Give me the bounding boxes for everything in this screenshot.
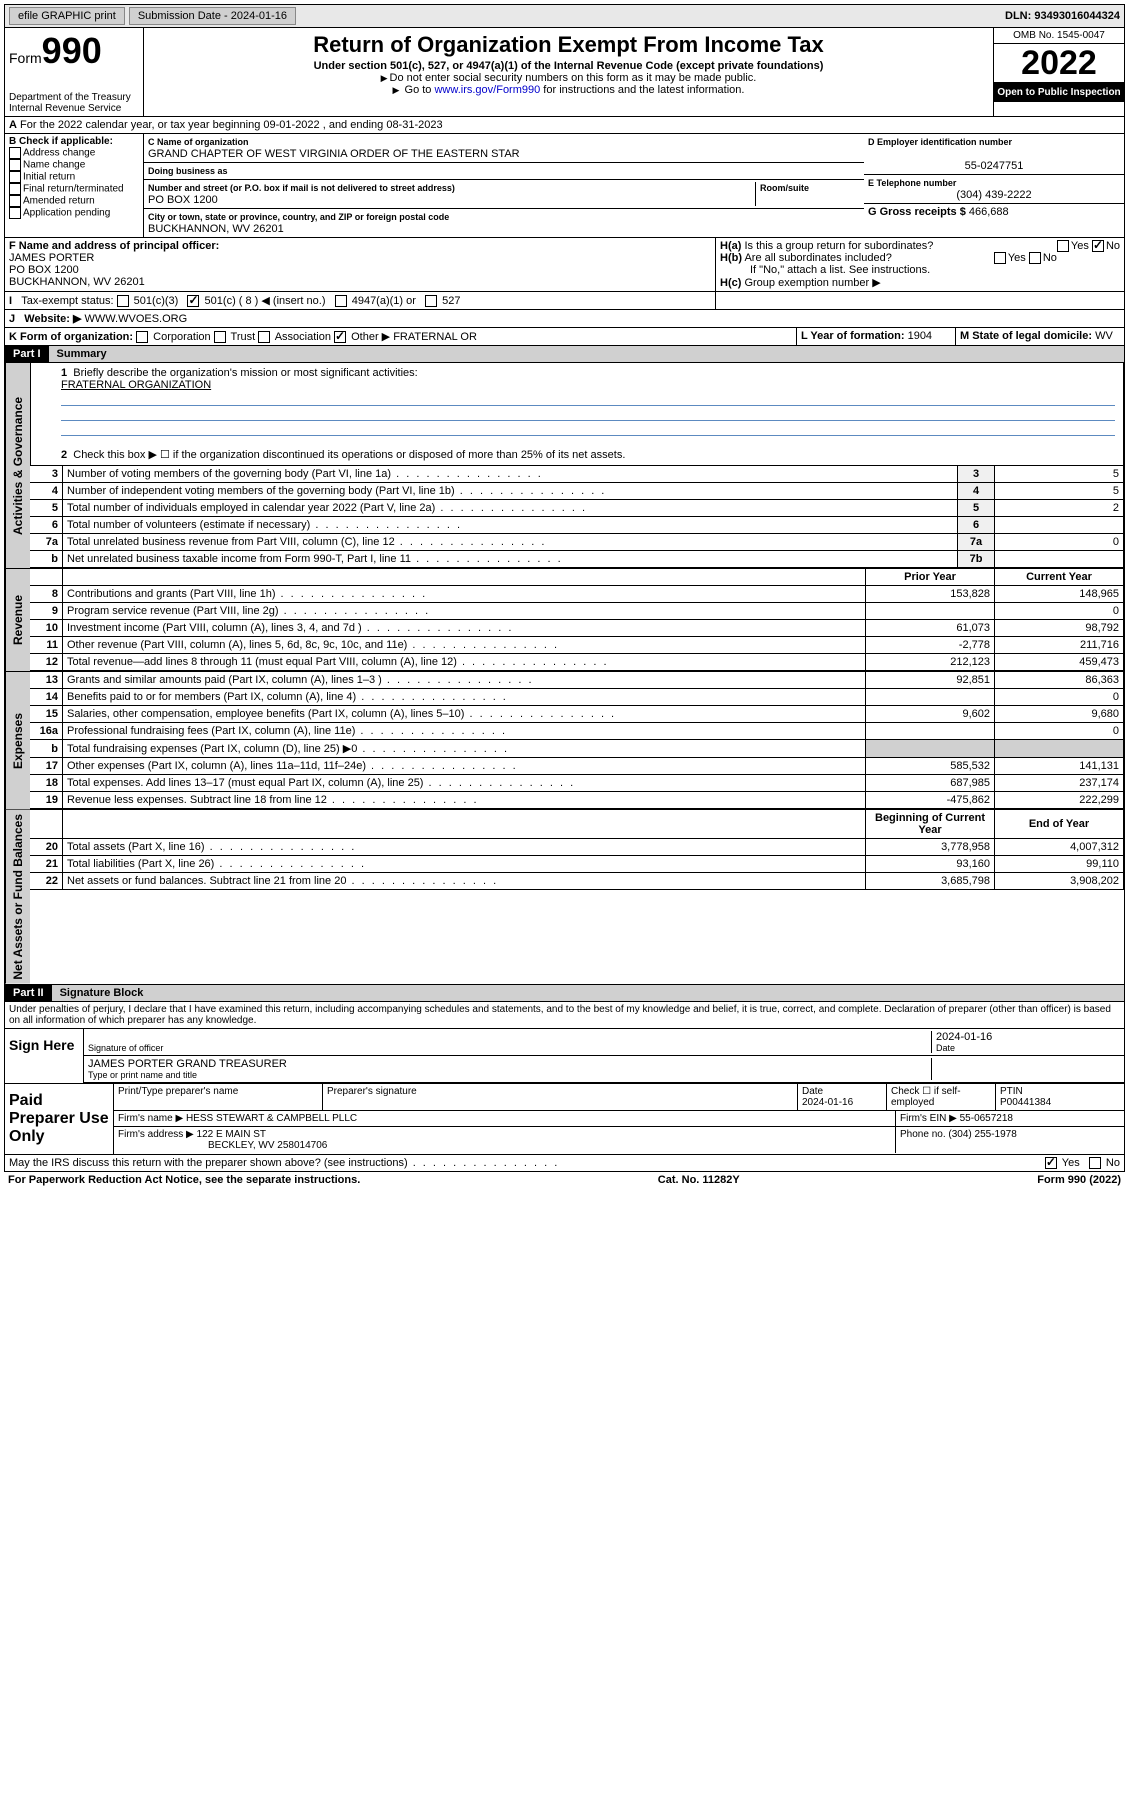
- part2-header: Part II Signature Block: [4, 985, 1125, 1002]
- governance-table: 3Number of voting members of the governi…: [30, 466, 1124, 568]
- form-title: Return of Organization Exempt From Incom…: [150, 32, 987, 58]
- section-k: K Form of organization: Corporation Trus…: [5, 328, 797, 345]
- revenue-table: Prior YearCurrent Year8Contributions and…: [30, 569, 1124, 671]
- efile-button[interactable]: efile GRAPHIC print: [9, 7, 125, 25]
- expenses-section: Expenses 13Grants and similar amounts pa…: [4, 672, 1125, 810]
- irs-label: Internal Revenue Service: [9, 103, 139, 114]
- ein: 55-0247751: [868, 160, 1120, 172]
- name-title-field: JAMES PORTER GRAND TREASURER Type or pri…: [88, 1058, 932, 1080]
- top-bar: efile GRAPHIC print Submission Date - 20…: [4, 4, 1125, 28]
- prep-name: Print/Type preparer's name: [114, 1084, 323, 1110]
- dln-label: DLN: 93493016044324: [1005, 10, 1120, 22]
- prep-sig: Preparer's signature: [323, 1084, 798, 1110]
- section-b: B Check if applicable: Address change Na…: [5, 134, 144, 237]
- irs-link[interactable]: www.irs.gov/Form990: [434, 84, 540, 96]
- submission-date-button[interactable]: Submission Date - 2024-01-16: [129, 7, 296, 25]
- paid-preparer-label: Paid Preparer Use Only: [5, 1084, 114, 1154]
- section-i: I Tax-exempt status: 501(c)(3) 501(c) ( …: [4, 292, 1125, 310]
- form-subtitle: Under section 501(c), 527, or 4947(a)(1)…: [150, 60, 987, 72]
- section-fh: F Name and address of principal officer:…: [4, 238, 1125, 292]
- firm-name: Firm's name ▶ HESS STEWART & CAMPBELL PL…: [114, 1111, 896, 1126]
- cb-final-return[interactable]: Final return/terminated: [9, 183, 139, 195]
- revenue-section: Revenue Prior YearCurrent Year8Contribut…: [4, 569, 1125, 672]
- section-j: J Website: ▶ WWW.WVOES.ORG: [4, 310, 1125, 328]
- open-to-public: Open to Public Inspection: [994, 83, 1124, 102]
- page-footer: For Paperwork Reduction Act Notice, see …: [4, 1172, 1125, 1188]
- netassets-label: Net Assets or Fund Balances: [5, 810, 30, 984]
- part1-header: Part I Summary: [4, 346, 1125, 363]
- website[interactable]: WWW.WVOES.ORG: [85, 313, 188, 325]
- irs-discuss-yn[interactable]: Yes No: [1045, 1157, 1120, 1169]
- cb-name-change[interactable]: Name change: [9, 159, 139, 171]
- prep-self-emp[interactable]: Check ☐ if self-employed: [887, 1084, 996, 1110]
- governance-label: Activities & Governance: [5, 363, 30, 568]
- section-h: H(a) Is this a group return for subordin…: [716, 238, 1124, 291]
- sig-officer-field[interactable]: Signature of officer: [88, 1031, 932, 1053]
- section-m: M State of legal domicile: WV: [956, 328, 1124, 345]
- governance-section: Activities & Governance 1 Briefly descri…: [4, 363, 1125, 569]
- firm-ein: Firm's EIN ▶ 55-0657218: [896, 1111, 1124, 1126]
- note-ssn: Do not enter social security numbers on …: [150, 72, 987, 84]
- firm-address: Firm's address ▶ 122 E MAIN ST BECKLEY, …: [114, 1127, 896, 1153]
- prep-date: Date 2024-01-16: [798, 1084, 887, 1110]
- dept-label: Department of the Treasury: [9, 92, 139, 103]
- expenses-label: Expenses: [5, 672, 30, 809]
- section-l: L Year of formation: 1904: [797, 328, 956, 345]
- ptin: PTIN P00441384: [996, 1084, 1124, 1110]
- netassets-table: Beginning of Current YearEnd of Year20To…: [30, 810, 1124, 890]
- sign-here-block: Sign Here Signature of officer 2024-01-1…: [4, 1029, 1125, 1084]
- officer-name: JAMES PORTER: [9, 252, 94, 264]
- org-name: GRAND CHAPTER OF WEST VIRGINIA ORDER OF …: [148, 148, 520, 160]
- form-header: Form990 Department of the Treasury Inter…: [4, 28, 1125, 117]
- cb-initial-return[interactable]: Initial return: [9, 171, 139, 183]
- street-address: PO BOX 1200: [148, 194, 218, 206]
- section-bcdeg: B Check if applicable: Address change Na…: [4, 134, 1125, 238]
- firm-phone: Phone no. (304) 255-1978: [896, 1127, 1124, 1153]
- irs-discuss-row: May the IRS discuss this return with the…: [4, 1155, 1125, 1172]
- gross-receipts: 466,688: [969, 206, 1009, 218]
- mission-text: FRATERNAL ORGANIZATION: [61, 379, 211, 391]
- expenses-table: 13Grants and similar amounts paid (Part …: [30, 672, 1124, 809]
- phone: (304) 439-2222: [868, 189, 1120, 201]
- line-a: A For the 2022 calendar year, or tax yea…: [4, 117, 1125, 134]
- city-state-zip: BUCKHANNON, WV 26201: [148, 223, 284, 235]
- penalties-text: Under penalties of perjury, I declare th…: [4, 1002, 1125, 1029]
- cb-address-change[interactable]: Address change: [9, 147, 139, 159]
- footer-left: For Paperwork Reduction Act Notice, see …: [8, 1174, 360, 1186]
- footer-cat: Cat. No. 11282Y: [658, 1174, 740, 1186]
- footer-form: Form 990 (2022): [1037, 1174, 1121, 1186]
- omb-number: OMB No. 1545-0047: [994, 28, 1124, 44]
- section-f: F Name and address of principal officer:…: [5, 238, 716, 291]
- paid-preparer-block: Paid Preparer Use Only Print/Type prepar…: [4, 1084, 1125, 1155]
- cb-amended[interactable]: Amended return: [9, 195, 139, 207]
- form-number: Form990: [9, 30, 139, 72]
- tax-year: 2022: [994, 44, 1124, 83]
- section-c: C Name of organization GRAND CHAPTER OF …: [144, 134, 864, 237]
- cb-app-pending[interactable]: Application pending: [9, 207, 139, 219]
- section-deg: D Employer identification number 55-0247…: [864, 134, 1124, 237]
- revenue-label: Revenue: [5, 569, 30, 671]
- section-klm: K Form of organization: Corporation Trus…: [4, 328, 1125, 346]
- sig-date-field: 2024-01-16 Date: [936, 1031, 1120, 1053]
- mission-block: 1 Briefly describe the organization's mi…: [30, 363, 1124, 466]
- netassets-section: Net Assets or Fund Balances Beginning of…: [4, 810, 1125, 985]
- sign-here-label: Sign Here: [5, 1029, 84, 1083]
- note-link: Go to www.irs.gov/Form990 for instructio…: [150, 84, 987, 96]
